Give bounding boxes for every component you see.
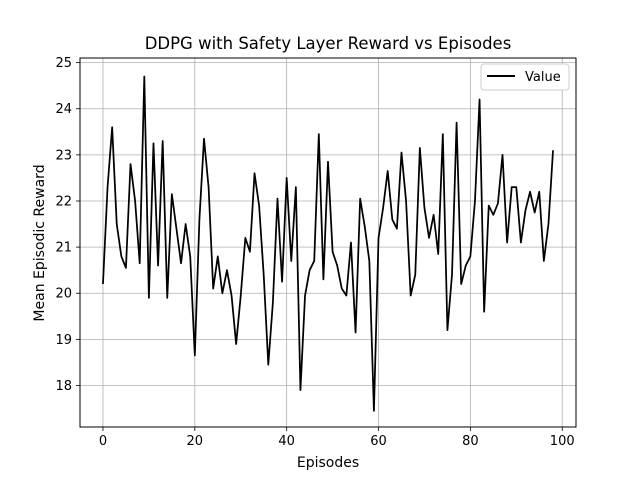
x-tick-label: 100 [550, 434, 575, 449]
x-tick-label: 0 [99, 434, 107, 449]
y-tick-label: 19 [55, 333, 72, 348]
y-axis-label: Mean Episodic Reward [32, 164, 48, 321]
y-axis: 18 19 20 21 22 23 24 25 [55, 56, 80, 394]
x-axis: 0 20 40 60 80 100 [99, 427, 575, 449]
y-tick-label: 24 [55, 102, 72, 117]
grid-lines [80, 58, 576, 427]
series-line [102, 75, 554, 412]
y-tick-label: 22 [55, 194, 72, 209]
chart-title: DDPG with Safety Layer Reward vs Episode… [145, 34, 512, 53]
legend-box [480, 63, 570, 91]
x-tick-label: 60 [370, 434, 387, 449]
y-tick-label: 25 [55, 56, 72, 71]
x-tick-label: 20 [187, 434, 204, 449]
x-tick-label: 40 [278, 434, 295, 449]
series-layer [102, 75, 554, 412]
plot-frame [79, 57, 577, 428]
y-tick-label: 21 [55, 241, 72, 256]
y-tick-label: 18 [55, 379, 72, 394]
y-tick-label: 20 [55, 287, 72, 302]
legend-label: Value [525, 70, 561, 85]
legend: Value [480, 63, 570, 91]
x-axis-label: Episodes [297, 455, 359, 471]
x-tick-label: 80 [462, 434, 479, 449]
y-tick-label: 23 [55, 148, 72, 163]
